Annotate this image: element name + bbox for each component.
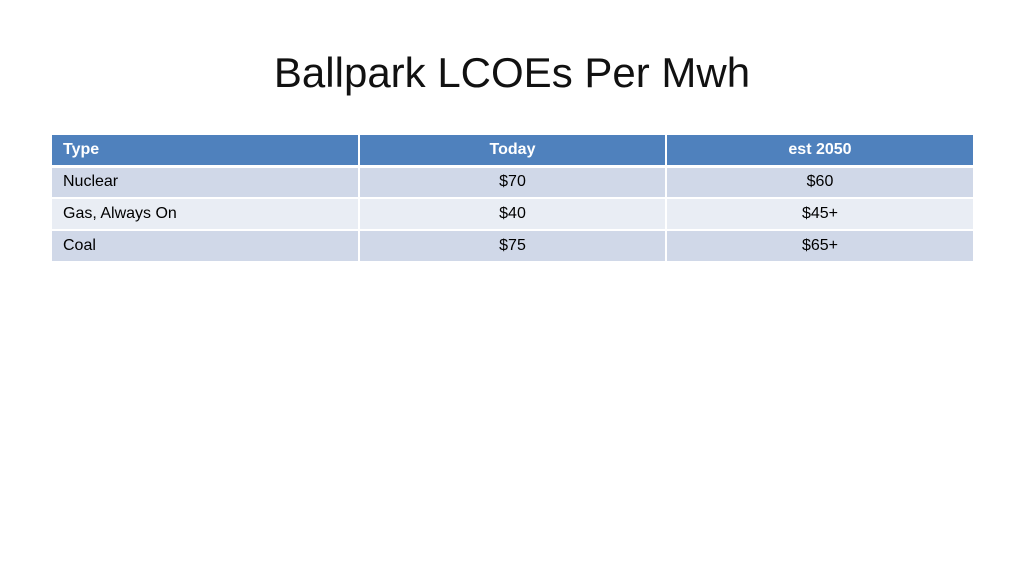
table-row: Coal $75 $65+ [50,229,975,263]
table-row: Nuclear $70 $60 [50,165,975,199]
cell-type: Coal [50,229,360,263]
table-row: Gas, Always On $40 $45+ [50,197,975,231]
cell-est-2050: $45+ [665,197,975,231]
table-header-row: Type Today est 2050 [50,133,975,168]
cell-type: Gas, Always On [50,197,360,231]
lcoe-table: Type Today est 2050 Nuclear $70 $60 Gas,… [50,133,975,263]
cell-type: Nuclear [50,165,360,199]
cell-today: $75 [358,229,667,263]
cell-est-2050: $65+ [665,229,975,263]
header-today: Today [358,133,667,168]
cell-today: $70 [358,165,667,199]
header-est-2050: est 2050 [665,133,975,168]
cell-today: $40 [358,197,667,231]
cell-est-2050: $60 [665,165,975,199]
header-type: Type [50,133,360,168]
slide-title: Ballpark LCOEs Per Mwh [273,49,751,96]
